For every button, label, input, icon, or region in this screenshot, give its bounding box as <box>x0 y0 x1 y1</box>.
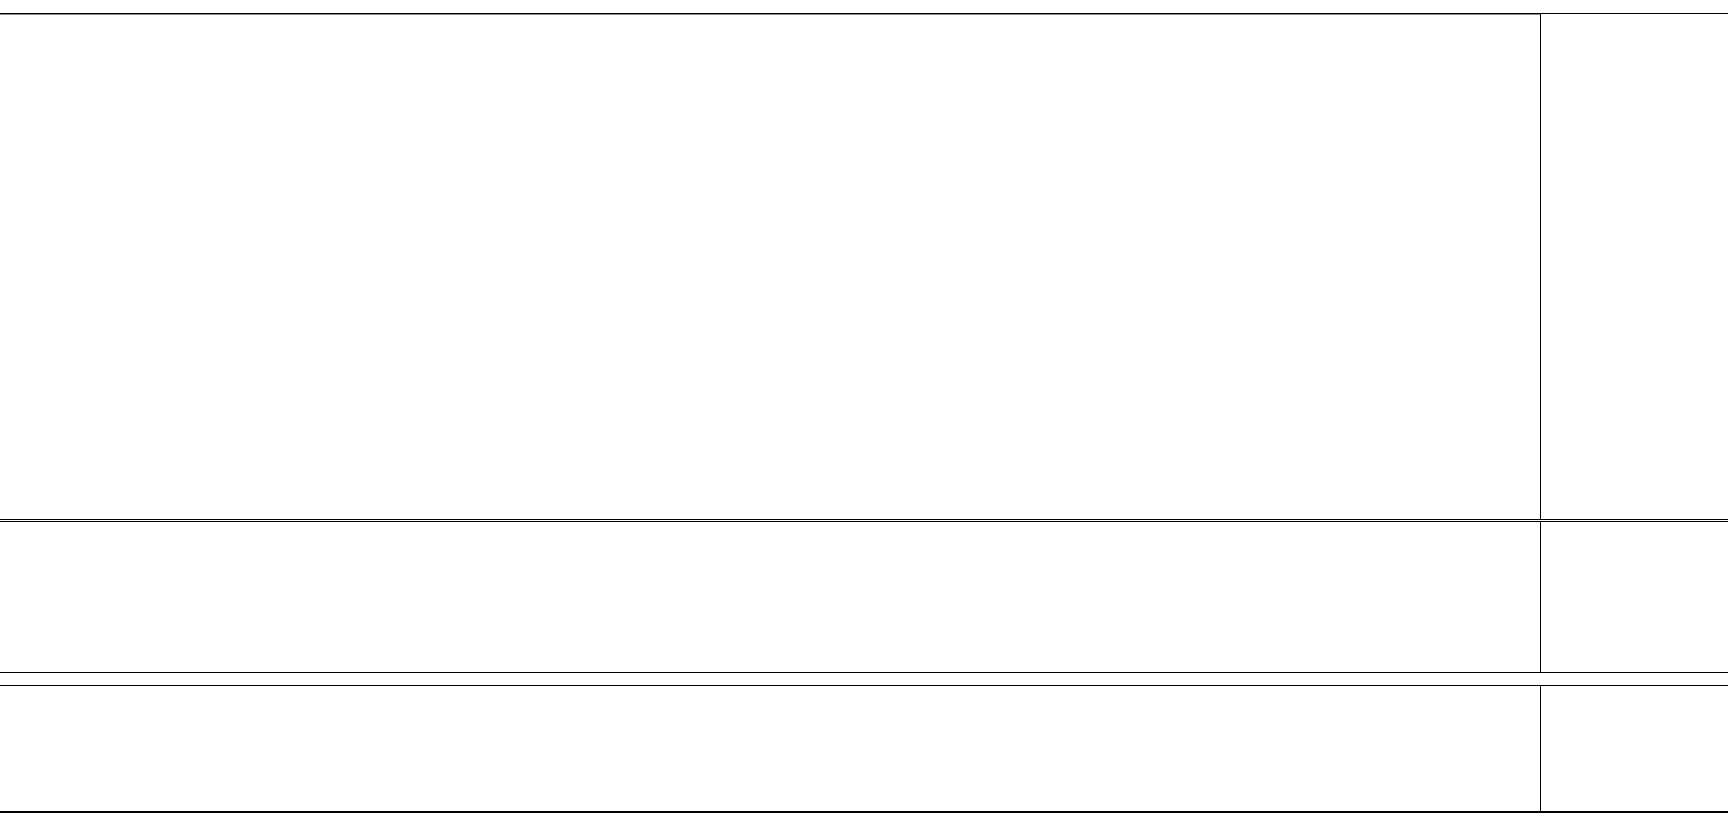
macd-axis[interactable] <box>1541 522 1728 672</box>
rsi-pane[interactable] <box>0 685 1728 812</box>
level-line-1800[interactable] <box>0 14 1540 16</box>
current-price-line <box>0 14 1540 15</box>
rsi-plot-area <box>0 686 1728 811</box>
price-plot-area <box>0 14 1728 519</box>
price-candles-svg <box>0 14 1540 519</box>
macd-plot-area <box>0 522 1728 672</box>
macd-series-svg <box>0 522 1540 672</box>
rsi-series-svg <box>0 686 1540 811</box>
rsi-axis[interactable] <box>1541 686 1728 811</box>
time-axis[interactable] <box>0 812 1728 835</box>
macd-pane[interactable] <box>0 521 1728 673</box>
macd-axis-divider <box>1540 522 1541 672</box>
price-axis[interactable] <box>1541 14 1728 519</box>
price-chart-pane[interactable] <box>0 14 1728 520</box>
symbol-info <box>4 0 16 13</box>
chart-header-bar <box>0 0 1728 14</box>
price-axis-divider <box>1540 14 1541 519</box>
rsi-axis-divider <box>1540 686 1541 811</box>
